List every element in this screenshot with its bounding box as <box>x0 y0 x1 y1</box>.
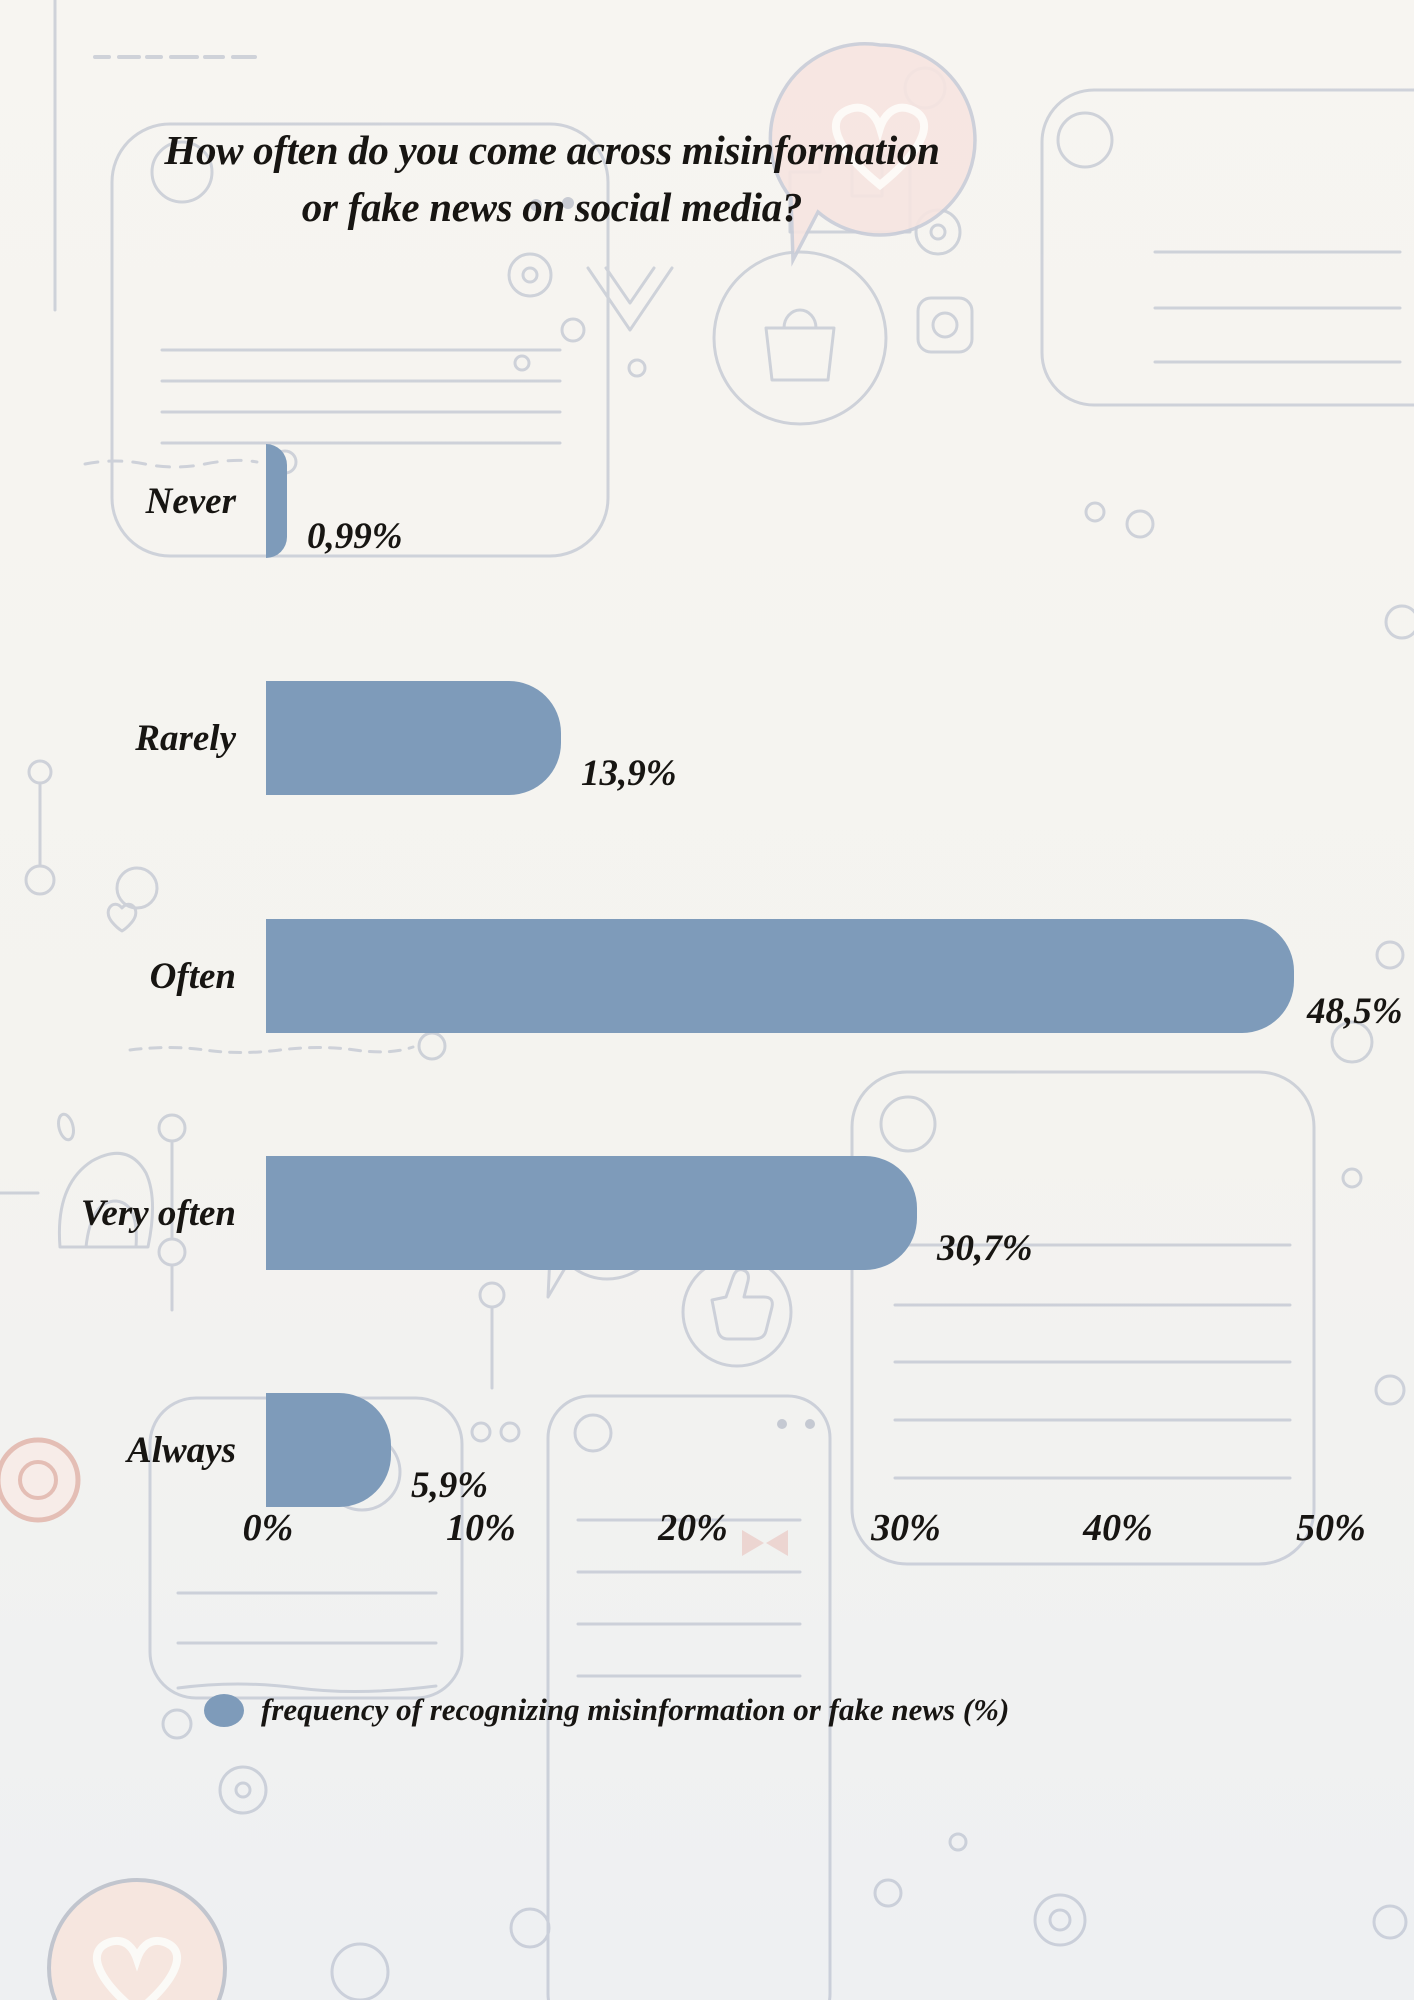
bar-often <box>266 919 1294 1033</box>
top-right-card-doodle <box>1040 88 1414 407</box>
bar-very-often <box>266 1156 917 1270</box>
bar-never <box>266 444 287 558</box>
category-label-very-often: Very often <box>80 1192 236 1234</box>
category-label-often: Often <box>149 955 236 997</box>
value-label-rarely: 13,9% <box>581 753 677 794</box>
bar-rarely <box>266 681 561 795</box>
chart-title-line2: or fake news on social media? <box>301 184 803 231</box>
heart-speech-bubble-doodle <box>768 42 977 267</box>
category-label-rarely: Rarely <box>135 717 236 759</box>
bar-row-very-often: Very often 30,7% <box>0 1156 1414 1270</box>
value-label-always: 5,9% <box>411 1465 489 1506</box>
target-ring-doodle <box>0 1437 81 1523</box>
legend: frequency of recognizing misinformation … <box>204 1692 1009 1728</box>
bottom-phone-doodle <box>546 1394 832 2000</box>
chart-title-line1: How often do you come across misinformat… <box>164 127 940 173</box>
bottom-right-card-doodle <box>850 1070 1316 1566</box>
x-tick-20: 20% <box>658 1507 728 1549</box>
chart-title: How often do you come across misinformat… <box>0 122 1104 237</box>
left-margin-doodles <box>0 0 257 1312</box>
legend-label: frequency of recognizing misinformation … <box>261 1692 1010 1727</box>
bar-row-never: Never 0,99% <box>0 444 1414 558</box>
x-tick-50: 50% <box>1296 1507 1366 1549</box>
x-tick-30: 30% <box>871 1507 941 1549</box>
value-label-often: 48,5% <box>1307 991 1403 1032</box>
pink-accents <box>0 42 977 2000</box>
top-left-card-doodle <box>110 122 610 558</box>
bottom-misc-circles-doodle <box>161 1708 1408 2000</box>
download-chevron-doodle <box>586 266 674 332</box>
legend-marker-icon <box>204 1693 244 1727</box>
bar-always <box>266 1393 391 1507</box>
value-label-very-often: 30,7% <box>937 1228 1033 1269</box>
x-tick-0: 0% <box>242 1507 294 1549</box>
heart-badge-doodle <box>47 1878 227 2000</box>
x-tick-10: 10% <box>446 1507 516 1549</box>
bar-row-rarely: Rarely 13,9% <box>0 681 1414 795</box>
category-label-never: Never <box>145 480 236 522</box>
x-tick-40: 40% <box>1083 1507 1153 1549</box>
category-label-always: Always <box>127 1429 236 1471</box>
bar-row-often: Often 48,5% <box>0 919 1414 1033</box>
pink-bowtie-doodle <box>742 1530 788 1556</box>
bar-row-always: Always 5,9% <box>0 1393 1414 1507</box>
shopping-bag-circle-doodle <box>712 250 888 426</box>
value-label-never: 0,99% <box>307 516 403 557</box>
